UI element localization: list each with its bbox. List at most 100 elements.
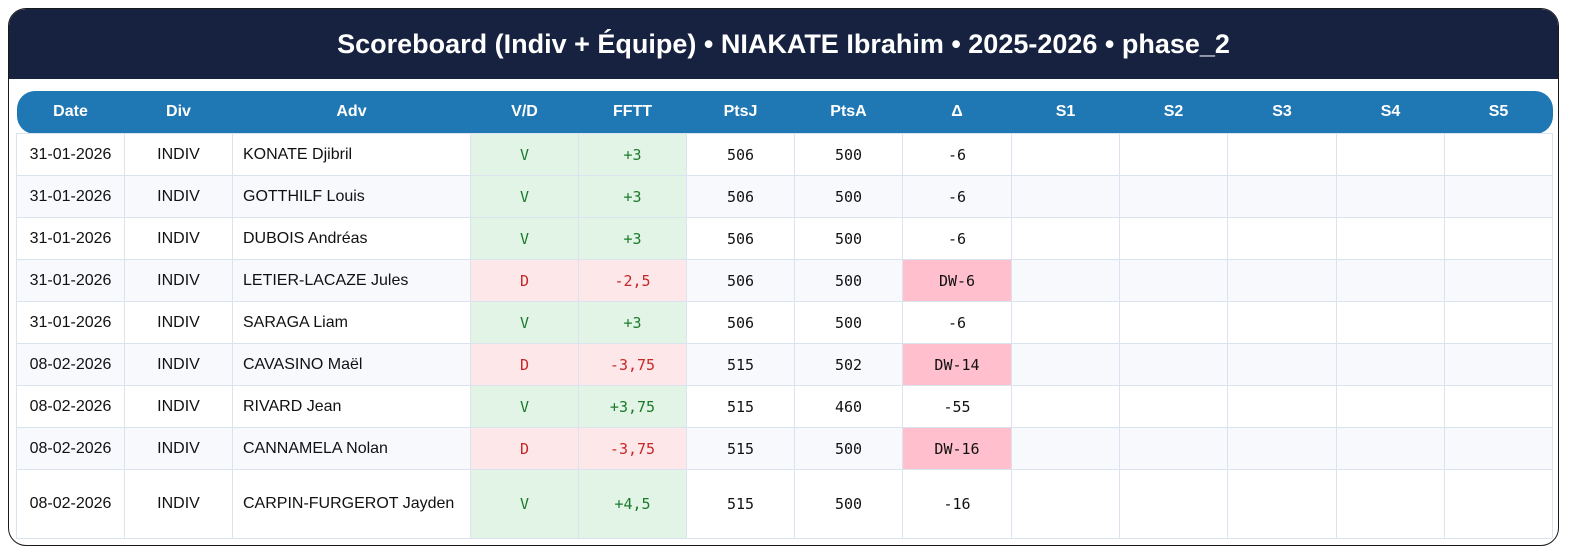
delta-cell: DW-6	[902, 259, 1012, 302]
set-1-cell	[1011, 469, 1120, 539]
table-row: 31-01-2026 INDIV SARAGA Liam V +3 506 500 -6	[16, 301, 1553, 344]
result-cell: V	[470, 217, 579, 260]
date-cell: 08-02-2026	[16, 385, 125, 428]
fftt-points-cell: +3,75	[578, 385, 687, 428]
result-cell: V	[470, 469, 579, 539]
div-cell: INDIV	[124, 385, 233, 428]
opponent-points-cell: 502	[794, 343, 903, 386]
table-row: 08-02-2026 INDIV RIVARD Jean V +3,75 515 460 -5…	[16, 385, 1553, 428]
column-header[interactable]: S2	[1119, 91, 1228, 134]
div-cell: INDIV	[124, 343, 233, 386]
div-cell: INDIV	[124, 301, 233, 344]
set-3-cell	[1227, 343, 1337, 386]
opponent-points-cell: 500	[794, 175, 903, 218]
player-points-cell: 506	[686, 175, 795, 218]
opponent-cell: CANNAMELA Nolan	[232, 427, 471, 470]
column-header[interactable]: Date	[16, 91, 125, 134]
div-cell: INDIV	[124, 259, 233, 302]
column-header[interactable]: Adv	[232, 91, 471, 134]
opponent-cell: DUBOIS Andréas	[232, 217, 471, 260]
table-row: 08-02-2026 INDIV CARPIN-FURGEROT Jayden V +4…	[16, 469, 1553, 539]
set-3-cell	[1227, 175, 1337, 218]
opponent-points-cell: 500	[794, 217, 903, 260]
player-points-cell: 506	[686, 301, 795, 344]
player-points-cell: 506	[686, 259, 795, 302]
result-cell: D	[470, 427, 579, 470]
set-1-cell	[1011, 301, 1120, 344]
player-points-cell: 515	[686, 385, 795, 428]
set-4-cell	[1336, 175, 1445, 218]
opponent-cell: GOTTHILF Louis	[232, 175, 471, 218]
div-cell: INDIV	[124, 133, 233, 176]
column-header[interactable]: PtsJ	[686, 91, 795, 134]
date-cell: 08-02-2026	[16, 343, 125, 386]
set-1-cell	[1011, 259, 1120, 302]
delta-cell: -6	[902, 133, 1012, 176]
fftt-points-cell: -3,75	[578, 427, 687, 470]
set-3-cell	[1227, 469, 1337, 539]
fftt-points-cell: +4,5	[578, 469, 687, 539]
table-row: 31-01-2026 INDIV GOTTHILF Louis V +3 506 500 -6	[16, 175, 1553, 218]
div-cell: INDIV	[124, 427, 233, 470]
div-cell: INDIV	[124, 217, 233, 260]
set-5-cell	[1444, 133, 1553, 176]
date-cell: 31-01-2026	[16, 259, 125, 302]
result-cell: D	[470, 259, 579, 302]
delta-cell: DW-14	[902, 343, 1012, 386]
opponent-points-cell: 500	[794, 427, 903, 470]
player-points-cell: 515	[686, 469, 795, 539]
set-5-cell	[1444, 385, 1553, 428]
opponent-cell: KONATE Djibril	[232, 133, 471, 176]
date-cell: 08-02-2026	[16, 469, 125, 539]
player-points-cell: 515	[686, 343, 795, 386]
delta-cell: -6	[902, 175, 1012, 218]
set-3-cell	[1227, 217, 1337, 260]
fftt-points-cell: -3,75	[578, 343, 687, 386]
player-points-cell: 506	[686, 133, 795, 176]
delta-cell: -6	[902, 301, 1012, 344]
column-header[interactable]: FFTT	[578, 91, 687, 134]
column-header[interactable]: Δ	[902, 91, 1012, 134]
fftt-points-cell: +3	[578, 301, 687, 344]
set-2-cell	[1119, 259, 1228, 302]
date-cell: 31-01-2026	[16, 133, 125, 176]
opponent-cell: LETIER-LACAZE Jules	[232, 259, 471, 302]
column-header[interactable]: S4	[1336, 91, 1445, 134]
date-cell: 31-01-2026	[16, 217, 125, 260]
set-3-cell	[1227, 427, 1337, 470]
page-title: Scoreboard (Indiv + Équipe) • NIAKATE Ib…	[9, 9, 1558, 79]
result-cell: V	[470, 385, 579, 428]
set-1-cell	[1011, 175, 1120, 218]
result-cell: V	[470, 133, 579, 176]
set-1-cell	[1011, 343, 1120, 386]
delta-cell: DW-16	[902, 427, 1012, 470]
set-2-cell	[1119, 343, 1228, 386]
set-2-cell	[1119, 469, 1228, 539]
column-header[interactable]: S1	[1011, 91, 1120, 134]
result-cell: V	[470, 301, 579, 344]
set-4-cell	[1336, 217, 1445, 260]
date-cell: 31-01-2026	[16, 175, 125, 218]
set-2-cell	[1119, 175, 1228, 218]
opponent-points-cell: 500	[794, 301, 903, 344]
table-row: 08-02-2026 INDIV CAVASINO Maël D -3,75 515 502…	[16, 343, 1553, 386]
set-2-cell	[1119, 217, 1228, 260]
opponent-cell: CAVASINO Maël	[232, 343, 471, 386]
set-4-cell	[1336, 343, 1445, 386]
set-5-cell	[1444, 259, 1553, 302]
set-4-cell	[1336, 469, 1445, 539]
set-1-cell	[1011, 133, 1120, 176]
set-2-cell	[1119, 133, 1228, 176]
column-header[interactable]: S3	[1227, 91, 1337, 134]
opponent-points-cell: 500	[794, 133, 903, 176]
column-header[interactable]: V/D	[470, 91, 579, 134]
set-4-cell	[1336, 385, 1445, 428]
set-2-cell	[1119, 427, 1228, 470]
set-4-cell	[1336, 259, 1445, 302]
delta-cell: -16	[902, 469, 1012, 539]
column-header[interactable]: S5	[1444, 91, 1553, 134]
column-header[interactable]: Div	[124, 91, 233, 134]
column-header[interactable]: PtsA	[794, 91, 903, 134]
opponent-cell: RIVARD Jean	[232, 385, 471, 428]
set-1-cell	[1011, 385, 1120, 428]
